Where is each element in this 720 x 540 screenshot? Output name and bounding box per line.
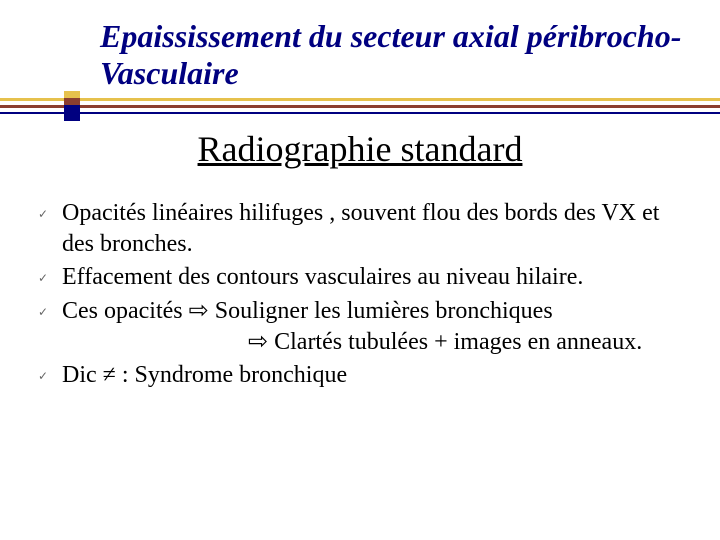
check-icon: ✓ — [38, 198, 62, 223]
rule-line — [0, 112, 720, 114]
rule-line — [0, 98, 720, 101]
list-item: ✓ Dic ≠ : Syndrome bronchique — [38, 360, 678, 391]
slide: Epaississement du secteur axial péribroc… — [0, 0, 720, 540]
check-icon: ✓ — [38, 296, 62, 321]
bullet-list: ✓ Opacités linéaires hilifuges , souvent… — [38, 198, 678, 393]
list-item: ✓ Opacités linéaires hilifuges , souvent… — [38, 198, 678, 260]
rule-square — [64, 105, 80, 121]
bullet-text: Opacités linéaires hilifuges , souvent f… — [62, 198, 678, 260]
accent-rule-brown — [0, 105, 720, 108]
bullet-text: Ces opacités ⇨ Souligner les lumières br… — [62, 296, 678, 358]
bullet-text: Dic ≠ : Syndrome bronchique — [62, 360, 678, 391]
slide-title: Epaississement du secteur axial péribroc… — [100, 18, 690, 92]
list-item: ✓ Effacement des contours vasculaires au… — [38, 262, 678, 293]
bullet-main: Ces opacités ⇨ Souligner les lumières br… — [62, 298, 553, 324]
slide-subtitle: Radiographie standard — [0, 128, 720, 170]
bullet-sub: ⇨ Clartés tubulées + images en anneaux. — [62, 329, 642, 355]
check-icon: ✓ — [38, 360, 62, 385]
rule-line — [0, 105, 720, 108]
list-item: ✓ Ces opacités ⇨ Souligner les lumières … — [38, 296, 678, 358]
accent-rule-navy — [0, 112, 720, 114]
accent-rule-gold — [0, 98, 720, 101]
bullet-text: Effacement des contours vasculaires au n… — [62, 262, 678, 293]
check-icon: ✓ — [38, 262, 62, 287]
